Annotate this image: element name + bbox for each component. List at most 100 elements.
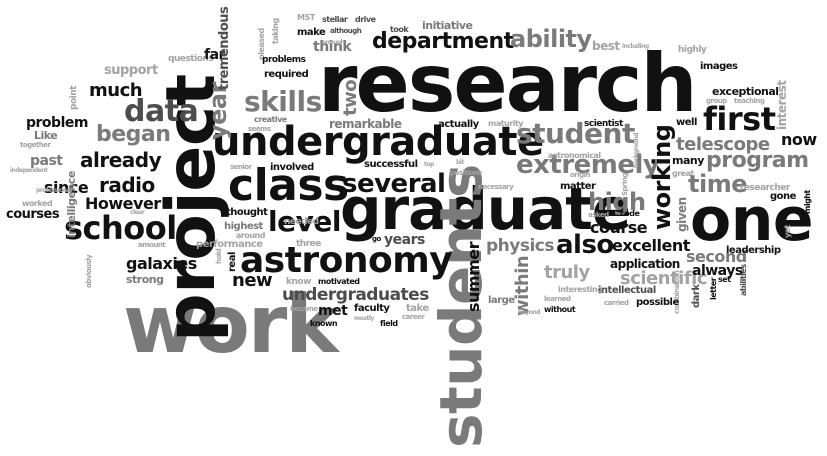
word-astronomical: astronomical <box>548 151 601 160</box>
word-make: make <box>297 27 326 38</box>
word-years: years <box>384 232 425 248</box>
word-faculty: faculty <box>354 303 390 314</box>
word-Like: Like <box>34 129 58 142</box>
word-set: set <box>718 275 731 284</box>
word-scientific: scientific <box>620 268 708 289</box>
word-point: point <box>69 86 79 110</box>
word-research: research <box>318 37 697 130</box>
word-highly: highly <box>678 45 707 55</box>
word-positions: positions <box>450 169 482 177</box>
word-senior: senior <box>230 163 252 171</box>
word-field: field <box>380 319 398 328</box>
word-although: although <box>330 27 362 35</box>
word-within: within <box>512 255 533 316</box>
word-required: required <box>264 69 309 80</box>
word-program: program <box>706 148 809 173</box>
word-real: real <box>227 252 238 272</box>
word-given: given <box>675 197 689 232</box>
word-three: three <box>296 239 321 249</box>
word-initiative: initiative <box>422 19 473 32</box>
word-group: group <box>706 97 727 105</box>
word-one: one <box>690 185 814 255</box>
word-interest: interest <box>775 80 789 130</box>
word-possible: possible <box>636 297 679 308</box>
word-interesting: interesting <box>558 285 603 294</box>
word-always: always <box>692 263 743 279</box>
word-tremendous: tremendous <box>217 6 232 90</box>
word-taking: taking <box>271 18 280 44</box>
word-mostly: mostly <box>354 315 374 322</box>
word-enough: enough <box>322 39 345 46</box>
word-working: working <box>648 124 676 230</box>
word-stellar: stellar <box>322 15 348 24</box>
word-data: data <box>124 94 199 129</box>
word-researcher: researcher <box>740 183 790 193</box>
word-since: since <box>44 178 89 197</box>
word-large: large <box>488 295 515 306</box>
word-images: images <box>700 61 738 72</box>
word-also: also <box>556 230 614 260</box>
word-took: took <box>390 25 409 34</box>
word-take: take <box>406 303 429 314</box>
word-leadership: leadership <box>726 245 781 256</box>
word-professional: professional <box>36 187 72 194</box>
word-think: think <box>313 39 352 55</box>
word-seems: seems <box>248 125 271 133</box>
word-carried: carried <box>604 299 629 307</box>
word-course: course <box>590 218 648 237</box>
word-well: well <box>676 117 697 128</box>
word-teaching: teaching <box>734 97 765 105</box>
word-background: background <box>633 132 640 168</box>
word-problems: problems <box>262 55 306 65</box>
word-best: best <box>592 39 620 53</box>
word-several: several <box>342 169 446 199</box>
word-questions: questions <box>168 54 214 64</box>
word-bit: bit <box>456 159 464 166</box>
word-astronomy: astronomy <box>240 240 453 281</box>
word-now: now <box>781 130 817 149</box>
word-scientist: scientist <box>584 119 623 129</box>
word-worked: worked <box>22 199 53 208</box>
word-past: past <box>30 153 63 169</box>
word-thought: thought <box>226 207 268 218</box>
word-time: time <box>688 170 747 198</box>
word-might: might <box>803 190 812 214</box>
word-independent: independent <box>10 167 48 174</box>
word-yet: yet <box>783 225 792 238</box>
word-top: top <box>424 161 434 168</box>
word-including: including <box>622 43 649 50</box>
word-around: around <box>236 231 265 240</box>
word-involved: involved <box>270 162 314 173</box>
word-beyond: beyond <box>518 309 540 316</box>
word-clear: clear <box>130 209 145 216</box>
word-first: first <box>703 100 776 138</box>
word-maturity: maturity <box>488 119 523 128</box>
word-drive: drive <box>355 15 376 24</box>
word-department: department <box>372 29 514 54</box>
word-many: many <box>672 154 704 167</box>
word-student: student <box>516 117 635 150</box>
word-However: However <box>85 194 161 213</box>
word-Spring: Spring <box>621 173 629 196</box>
word-telescope: telescope <box>676 134 770 155</box>
word-asked: asked <box>588 211 609 219</box>
word-together: together <box>20 141 51 149</box>
word-know: know <box>286 277 311 287</box>
word-much: much <box>89 80 143 101</box>
word-two: two <box>340 79 361 116</box>
word-courses: courses <box>6 207 60 222</box>
word-remarkable: remarkable <box>329 117 402 131</box>
word-radio: radio <box>99 173 155 197</box>
word-career: career <box>402 313 425 321</box>
word-gone: gone <box>770 191 796 202</box>
word-physics: physics <box>486 236 555 256</box>
word-problem: problem <box>26 115 88 131</box>
word-support: support <box>104 63 158 78</box>
word-skills: skills <box>244 85 322 118</box>
word-performance: performance <box>196 239 263 250</box>
word-excellent: excellent <box>612 236 690 255</box>
word-galaxies: galaxies <box>126 254 197 273</box>
word-ability: ability <box>510 25 592 53</box>
word-needed: needed <box>284 217 319 227</box>
